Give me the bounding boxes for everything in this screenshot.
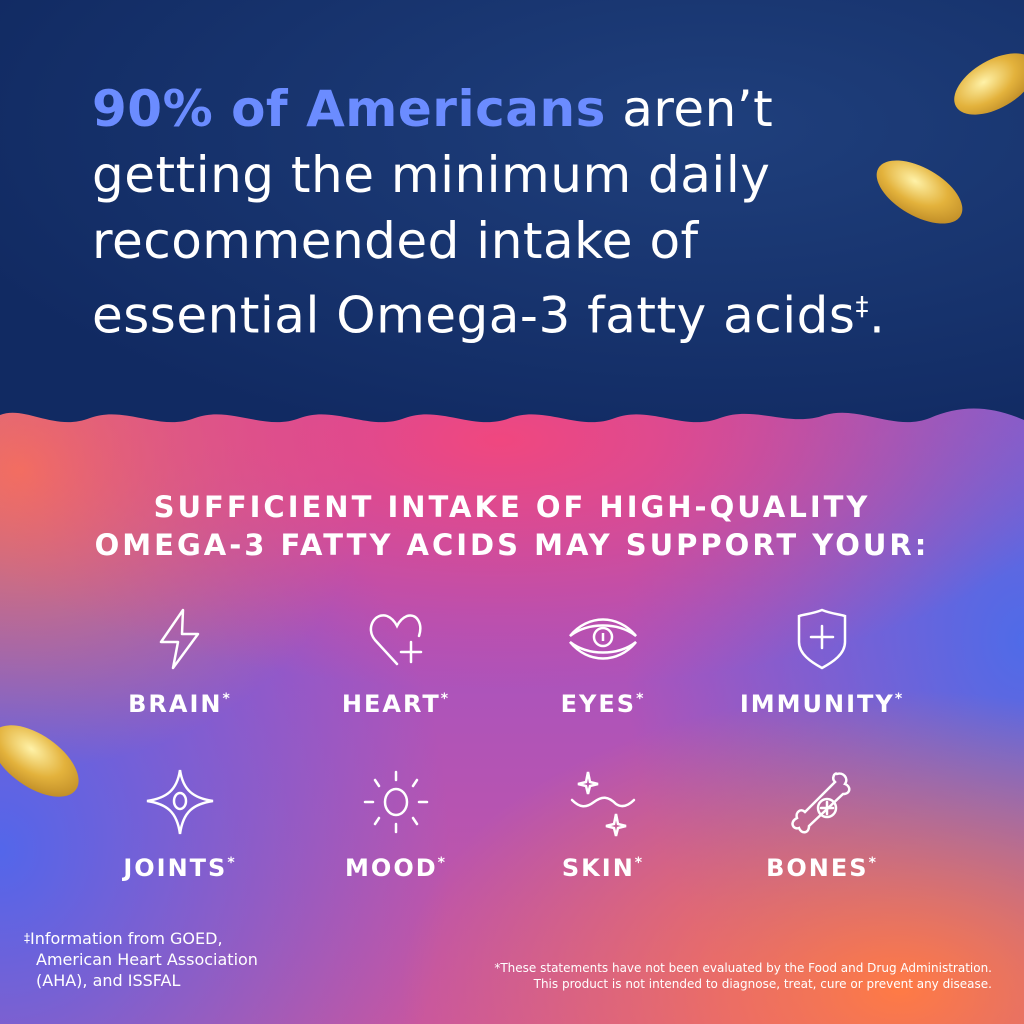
eye-icon (569, 618, 637, 660)
headline-highlight: 90% of Americans (92, 80, 606, 138)
headline-line1: aren’t (605, 80, 774, 138)
benefit-immunity: IMMUNITY* (722, 604, 922, 718)
fda-disclaimer: *These statements have not been evaluate… (494, 961, 992, 991)
bone-plus-icon (791, 772, 851, 834)
headline-line3: recommended intake of (92, 212, 699, 270)
benefit-brain: BRAIN* (80, 604, 280, 718)
lightning-icon (159, 608, 200, 670)
navy-header-background (0, 0, 1024, 423)
benefit-heart: HEART* (296, 604, 496, 718)
shield-plus-icon (797, 608, 847, 670)
benefit-mood: MOOD* (296, 768, 496, 882)
headline: 90% of Americans aren’t getting the mini… (92, 76, 885, 349)
wave-sparkle-icon (570, 771, 636, 837)
subheading: SUFFICIENT INTAKE OF HIGH-QUALITY OMEGA-… (0, 488, 1024, 564)
source-footnote: ‡Information from GOED, American Heart A… (24, 929, 258, 990)
headline-line4: essential Omega-3 fatty acids‡. (92, 286, 886, 345)
benefit-joints: JOINTS* (80, 768, 280, 882)
benefit-bones: BONES* (722, 768, 922, 882)
subheading-line1: SUFFICIENT INTAKE OF HIGH-QUALITY (153, 490, 871, 524)
subheading-line2: OMEGA-3 FATTY ACIDS MAY SUPPORT YOUR: (94, 528, 930, 562)
benefit-eyes: EYES* (503, 604, 703, 718)
sun-icon (363, 770, 429, 834)
sparkle-joint-icon (146, 769, 214, 835)
benefit-skin: SKIN* (503, 768, 703, 882)
headline-line2: getting the minimum daily (92, 146, 771, 204)
heart-plus-icon (369, 614, 423, 666)
